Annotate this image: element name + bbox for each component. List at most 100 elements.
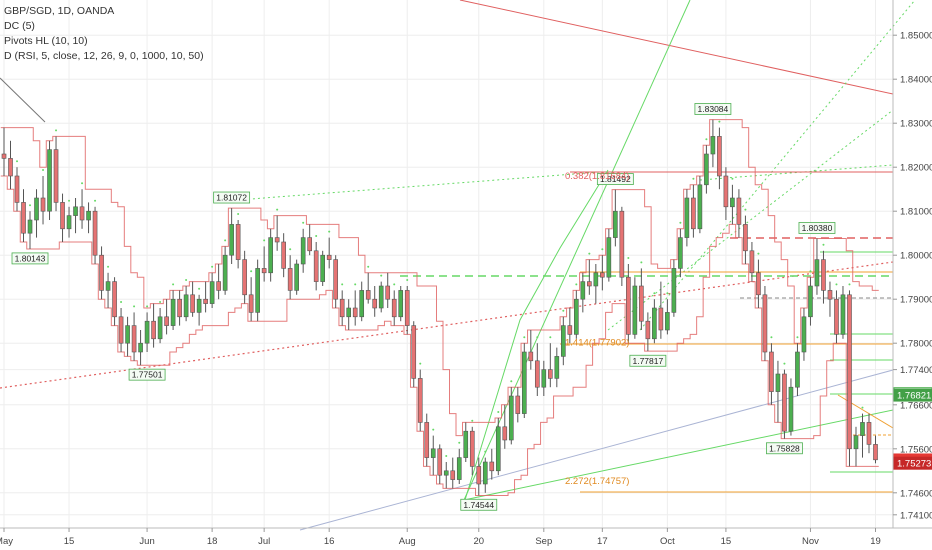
candle-up <box>74 207 78 216</box>
candle-up <box>457 458 461 480</box>
pivot-tag-label: 1.74544 <box>463 500 494 510</box>
pivot-tag-label: 1.83084 <box>698 104 729 114</box>
price-tick-label: 1.80000 <box>900 251 932 262</box>
candle-up <box>665 312 669 330</box>
candle-down <box>620 211 624 277</box>
candle-up <box>158 317 162 339</box>
green-trend-lower <box>464 410 893 500</box>
pivot-dot <box>341 283 343 285</box>
candle-down <box>425 422 429 457</box>
time-tick-label: Jun <box>139 536 154 547</box>
pivot-dot <box>796 336 798 338</box>
candle-down <box>639 286 643 321</box>
pivot-dot <box>302 222 304 224</box>
time-tick-label: 18 <box>207 536 218 547</box>
pivot-dot <box>198 288 200 290</box>
pivot-tag-label: 1.77817 <box>632 356 663 366</box>
legend-item-divergence: D (RSI, 5, close, 12, 26, 9, 0, 1000, 10… <box>4 49 204 64</box>
pivot-dot <box>536 336 538 338</box>
candle-down <box>113 282 117 317</box>
candle-down <box>41 198 45 211</box>
candle-down <box>405 290 409 325</box>
legend-title: GBP/SGD, 1D, OANDA <box>4 4 204 19</box>
candle-up <box>28 220 32 233</box>
candle-up <box>678 238 682 269</box>
candle-down <box>847 295 851 449</box>
candle-down <box>373 299 377 308</box>
candle-down <box>451 471 455 480</box>
candle-down <box>366 290 370 299</box>
pivot-dot <box>354 283 356 285</box>
candle-down <box>743 224 747 250</box>
candle-up <box>145 321 149 343</box>
price-tick-label: 1.82000 <box>900 163 932 174</box>
candle-down <box>327 255 331 259</box>
pivot-tag-label: 1.75828 <box>769 443 800 453</box>
candle-down <box>548 370 552 379</box>
price-axis-tag-label: 1.76821 <box>897 391 931 402</box>
candle-up <box>431 449 435 458</box>
pivot-dot <box>601 248 603 250</box>
candle-down <box>80 207 84 220</box>
candle-up <box>594 273 598 286</box>
pivot-dot <box>549 336 551 338</box>
price-axis[interactable]: 1.850001.840001.830001.820001.810001.800… <box>893 0 932 528</box>
pivot-dot <box>458 442 460 444</box>
pivot-dot <box>94 200 96 202</box>
pivot-dot <box>640 261 642 263</box>
time-tick-label: Jul <box>258 536 270 547</box>
pivot-dot <box>666 292 668 294</box>
candle-up <box>542 370 546 388</box>
legend-item-dc: DC (5) <box>4 19 204 34</box>
time-axis[interactable]: May15Jun18Jul16Aug20Sep17Oct15Nov19 <box>0 528 932 547</box>
candle-down <box>54 150 58 203</box>
pivot-dot <box>744 209 746 211</box>
candle-up <box>464 431 468 457</box>
candle-up <box>704 154 708 185</box>
time-tick-label: Oct <box>660 536 675 547</box>
candle-up <box>860 422 864 435</box>
price-tick-label: 1.74600 <box>900 488 932 499</box>
pivot-dot <box>809 270 811 272</box>
candle-down <box>340 299 344 317</box>
pivot-dot <box>783 363 785 365</box>
candle-down <box>477 466 481 484</box>
pivot-dot <box>575 283 577 285</box>
time-tick-label: 15 <box>64 536 75 547</box>
pivot-dot <box>367 266 369 268</box>
candle-up <box>67 216 71 229</box>
candle-up <box>613 211 617 237</box>
fib-label: 2.272(1.74757) <box>565 476 629 487</box>
pivot-dot <box>718 121 720 123</box>
pivot-dot <box>29 204 31 206</box>
green-dotted-3 <box>238 172 600 200</box>
time-tick-label: 16 <box>324 536 335 547</box>
time-tick-label: Nov <box>802 536 819 547</box>
candle-up <box>87 211 91 220</box>
candle-down <box>834 299 838 334</box>
pivot-dot <box>16 160 18 162</box>
candle-up <box>808 286 812 317</box>
candle-down <box>353 308 357 317</box>
pivot-dot <box>731 178 733 180</box>
candle-down <box>503 427 507 440</box>
candle-down <box>587 282 591 286</box>
candle-up <box>483 462 487 484</box>
pivot-dot <box>328 231 330 233</box>
candle-down <box>769 352 773 392</box>
pivot-dot <box>510 380 512 382</box>
candle-up <box>841 295 845 335</box>
candle-down <box>691 198 695 229</box>
candle-down <box>750 251 754 273</box>
candle-up <box>301 238 305 264</box>
candle-down <box>756 273 760 295</box>
candle-up <box>776 374 780 392</box>
candle-up <box>698 185 702 229</box>
candle-down <box>724 176 728 207</box>
pivot-dot <box>55 129 57 131</box>
candle-down <box>15 176 19 202</box>
pivot-dot <box>445 455 447 457</box>
candle-up <box>223 255 227 290</box>
candle-down <box>217 282 221 291</box>
